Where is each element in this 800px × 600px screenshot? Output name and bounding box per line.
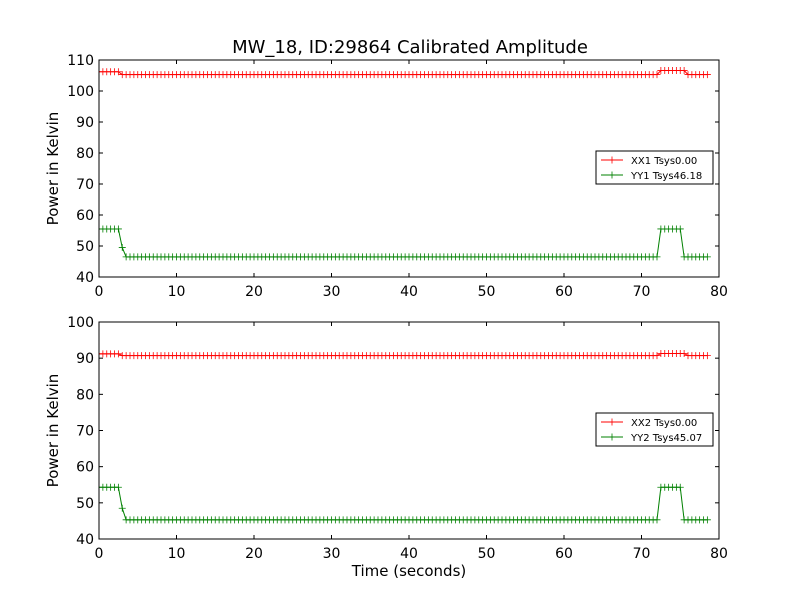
x-tick-label: 80 <box>710 546 728 562</box>
legend-box <box>595 150 714 185</box>
data-point <box>114 483 122 491</box>
x-tick-label: 70 <box>633 546 651 562</box>
x-tick-label: 0 <box>95 546 104 562</box>
subplot-2: 0 10 20 30 40 50 60 70 80 40 50 60 70 80 90 100 Power in… <box>44 315 728 580</box>
data-point <box>703 352 711 360</box>
data-point <box>114 350 122 358</box>
x-tick-label: 50 <box>478 546 496 562</box>
x-tick-label: 70 <box>633 284 651 300</box>
series-1 <box>99 349 711 360</box>
subplots: 0 10 20 30 40 50 60 70 80405060708090100110Power… <box>44 53 728 580</box>
y-tick-label: 80 <box>76 146 94 162</box>
data-point <box>653 71 661 79</box>
subplot-1: 0 10 20 30 40 50 60 70 80 40 50 60 70 80 90 100 110 Power… <box>44 53 728 300</box>
legend-marker <box>608 418 616 426</box>
series-2 <box>99 483 711 524</box>
x-tick-label: 10 <box>168 546 186 562</box>
legend-box <box>595 412 714 447</box>
data-point <box>653 352 661 360</box>
y-tick-label: 70 <box>76 177 94 193</box>
y-tick-label: 70 <box>76 424 94 440</box>
legend-entry-label: YY1 Tsys46.18 <box>630 171 702 182</box>
x-tick-label: 30 <box>323 546 341 562</box>
legend-entry-label: XX2 Tsys0.00 <box>631 418 697 429</box>
y-axis-label: Power in Kelvin <box>44 112 62 226</box>
y-tick-label: 80 <box>76 387 94 403</box>
y-tick-label: 40 <box>76 532 94 548</box>
data-point <box>703 516 711 524</box>
data-point <box>114 68 122 76</box>
y-tick-label: 100 <box>67 315 94 331</box>
legend-marker <box>608 156 616 164</box>
y-tick-label: 110 <box>67 53 94 69</box>
legend: XX2 Tsys0.00 YY2 Tsys45.07 <box>595 412 714 447</box>
x-tick-label: 60 <box>555 546 573 562</box>
x-tick-label: 20 <box>245 284 263 300</box>
legend-entry-label: XX1 Tsys0.00 <box>631 156 697 167</box>
y-tick-label: 60 <box>76 208 94 224</box>
legend-entry-label: YY2 Tsys45.07 <box>630 433 702 444</box>
legend-marker <box>608 171 616 179</box>
x-tick-label: 0 <box>95 284 104 300</box>
y-tick-label: 90 <box>76 115 94 131</box>
x-tick-label: 30 <box>323 284 341 300</box>
y-tick-label: 90 <box>76 351 94 367</box>
data-point <box>653 516 661 524</box>
series-2 <box>99 225 711 261</box>
series-1 <box>99 67 711 79</box>
data-point <box>114 225 122 233</box>
data-point <box>680 349 688 357</box>
y-axis-label: Power in Kelvin <box>44 374 62 488</box>
y-tick-label: 50 <box>76 239 94 255</box>
x-tick-label: 10 <box>168 284 186 300</box>
legend-marker <box>608 433 616 441</box>
data-point <box>676 483 684 491</box>
y-tick-label: 40 <box>76 270 94 286</box>
data-point <box>680 67 688 75</box>
y-tick-label: 100 <box>67 84 94 100</box>
chart-title: MW_18, ID:29864 Calibrated Amplitude <box>232 37 588 58</box>
data-point <box>118 244 126 252</box>
x-tick-label: 40 <box>400 284 418 300</box>
legend: XX1 Tsys0.00 YY1 Tsys46.18 <box>595 150 714 185</box>
data-point <box>703 71 711 79</box>
y-tick-label: 60 <box>76 460 94 476</box>
x-tick-label: 80 <box>710 284 728 300</box>
data-point <box>703 253 711 261</box>
data-point <box>676 225 684 233</box>
x-tick-label: 50 <box>478 284 496 300</box>
y-tick-label: 50 <box>76 496 94 512</box>
x-axis-label: Time (seconds) <box>351 562 467 580</box>
x-tick-label: 20 <box>245 546 263 562</box>
x-tick-label: 40 <box>400 546 418 562</box>
data-point <box>653 253 661 261</box>
x-tick-label: 60 <box>555 284 573 300</box>
data-point <box>118 504 126 512</box>
